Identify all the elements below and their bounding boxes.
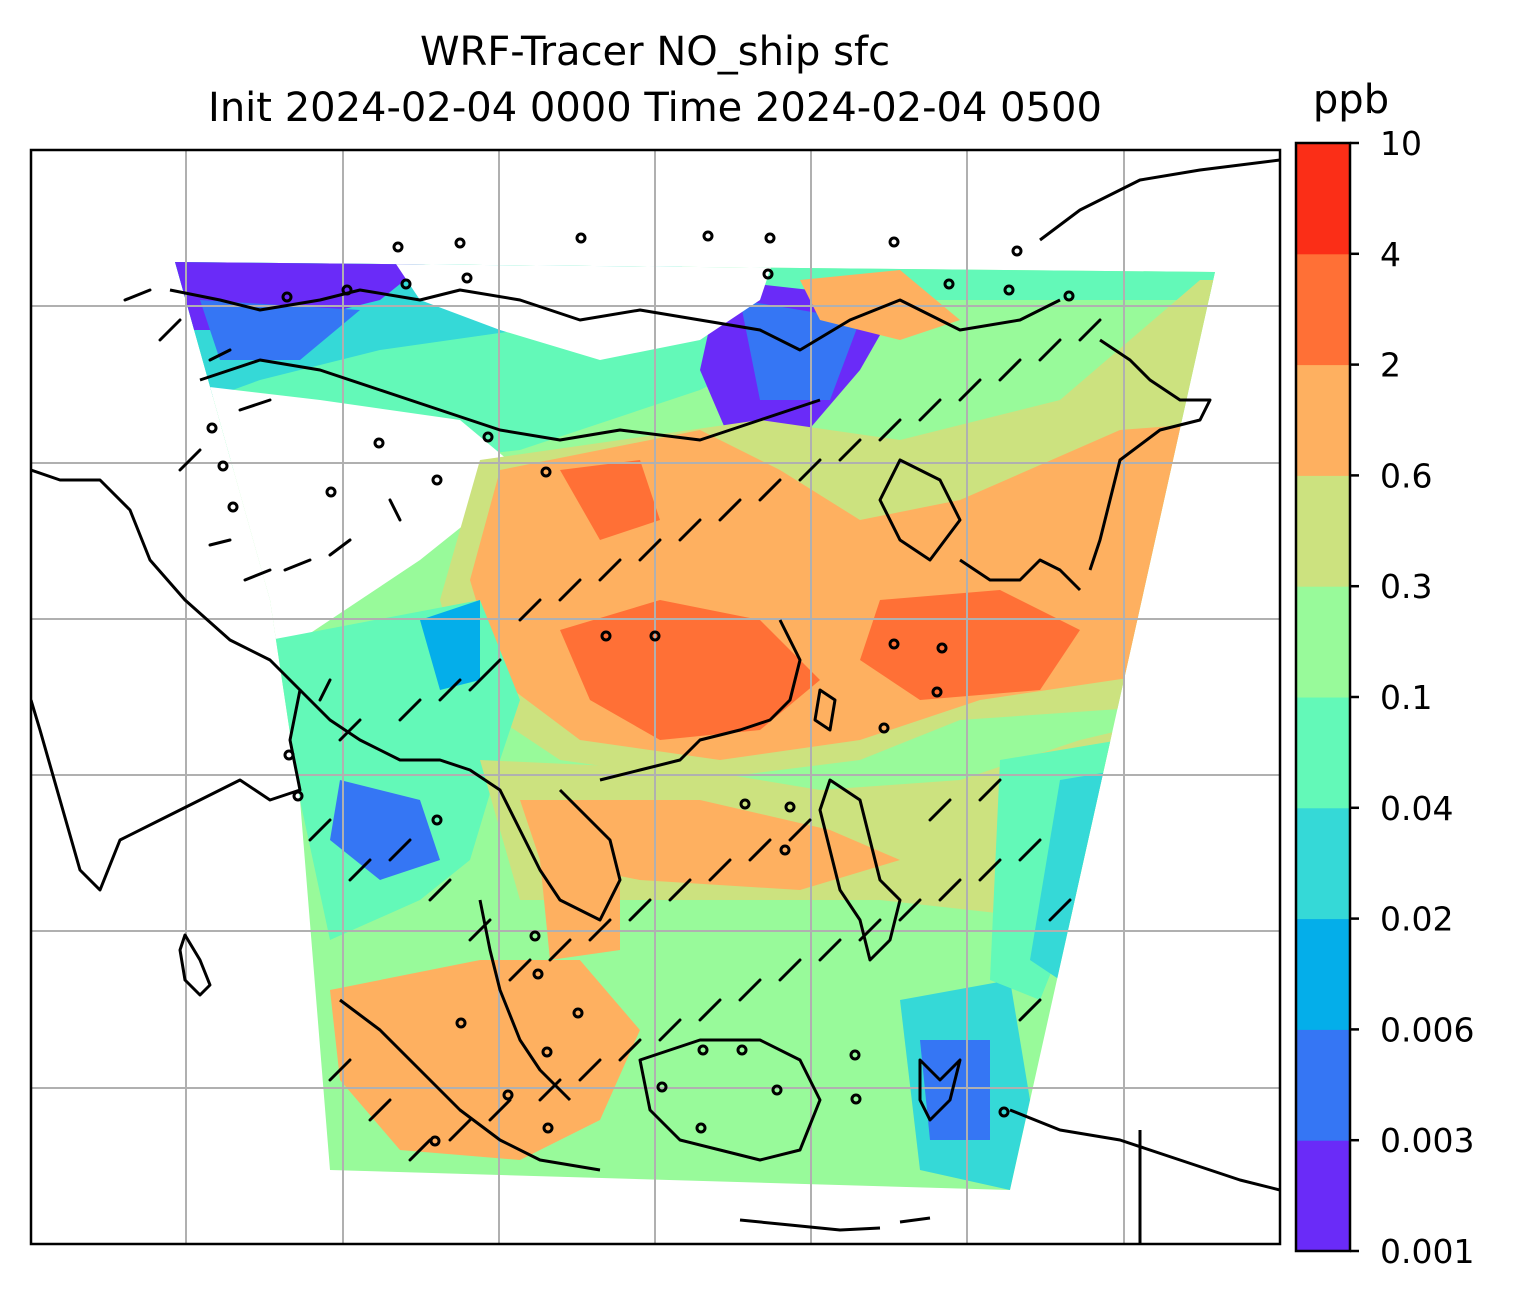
colorbar-segment	[1296, 253, 1350, 366]
map-title-line1: WRF-Tracer NO_ship sfc	[419, 29, 891, 75]
colorbar-segment	[1296, 143, 1350, 255]
coastlines	[31, 158, 1280, 1244]
colorbar-segment	[1296, 475, 1350, 587]
colorbar-segment	[1296, 807, 1350, 920]
colorbar-unit-label: ppb	[1312, 77, 1390, 123]
wind-barbs	[123, 288, 1102, 1162]
colorbar-tick-label: 0.006	[1380, 1010, 1474, 1049]
colorbar-tick-label: 0.3	[1380, 567, 1432, 606]
colorbar-segment	[1296, 918, 1350, 1030]
calm-wind-circles	[206, 230, 1075, 1147]
colorbar-tick-label: 0.04	[1380, 789, 1453, 828]
tracer-field	[175, 262, 1215, 1190]
colorbar-tick-label: 4	[1380, 235, 1401, 274]
colorbar-tick-label: 0.1	[1380, 678, 1432, 717]
colorbar-tick-label: 0.6	[1380, 456, 1432, 495]
colorbar-segment	[1296, 586, 1350, 698]
colorbar-tick-label: 0.02	[1380, 900, 1453, 939]
colorbar-segment	[1296, 1029, 1350, 1141]
colorbar-segment	[1296, 1140, 1350, 1252]
colorbar-segment	[1296, 697, 1350, 809]
colorbar-tick-label: 10	[1380, 124, 1422, 163]
gridlines	[31, 150, 1280, 1244]
map-frame	[29, 148, 1282, 1246]
colorbar-tick-label: 0.003	[1380, 1121, 1474, 1160]
colorbar-tick-label: 0.001	[1380, 1232, 1474, 1271]
map-title-line2: Init 2024-02-04 0000 Time 2024-02-04 050…	[208, 85, 1102, 131]
colorbar-segment	[1296, 364, 1350, 476]
colorbar: 0.001 0.003 0.006 0.02 0.04 0.1 0.3 0.6 2 4 10	[1294, 124, 1474, 1271]
colorbar-tick-label: 2	[1380, 346, 1401, 385]
